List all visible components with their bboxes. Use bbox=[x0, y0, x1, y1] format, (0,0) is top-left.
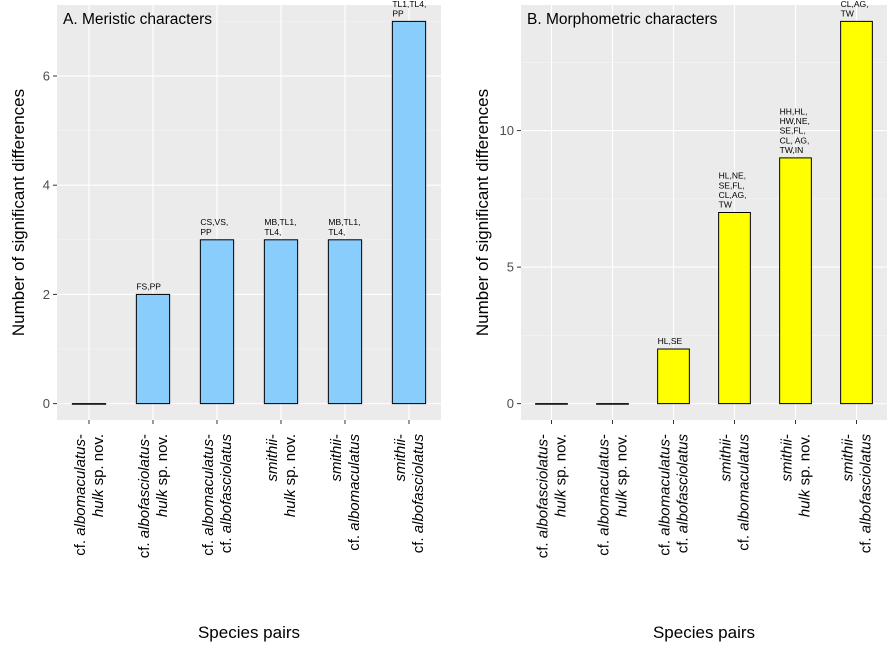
bar bbox=[327, 239, 363, 405]
bar-label: CL, AG, bbox=[780, 135, 810, 145]
category-label: cf. albofasciolatus-hulk sp. nov. bbox=[535, 434, 570, 558]
panel-title: B. Morphometric characters bbox=[527, 11, 718, 28]
y-tick-label: 0 bbox=[507, 396, 514, 411]
bar-label: TL1,TL4, bbox=[392, 0, 426, 9]
bar-label: PP bbox=[200, 227, 212, 237]
bar bbox=[596, 403, 629, 405]
category-label: cf. albomaculatus-hulk sp. nov. bbox=[596, 434, 631, 556]
bar bbox=[718, 212, 751, 405]
bar-label: CL,AG, bbox=[841, 0, 869, 9]
bar-label: FS,PP bbox=[136, 281, 161, 291]
bar bbox=[779, 157, 812, 405]
bar bbox=[535, 403, 568, 405]
bar-label: TL4, bbox=[328, 227, 345, 237]
category-label: smithii-cf. albomaculatus bbox=[718, 434, 753, 551]
bar-label: PP bbox=[392, 8, 404, 18]
bar-label: HL,SE bbox=[658, 336, 683, 346]
x-axis-title: Species pairs bbox=[653, 623, 755, 642]
plot-background bbox=[521, 5, 887, 420]
bar bbox=[391, 20, 427, 405]
bar-label: TW bbox=[719, 200, 732, 210]
category-label: cf. albofasciolatus-hulk sp. nov. bbox=[136, 434, 171, 558]
y-tick-label: 6 bbox=[43, 68, 50, 83]
bar-label: CL,AG, bbox=[719, 190, 747, 200]
panel-title: A. Meristic characters bbox=[63, 11, 212, 28]
bar bbox=[657, 348, 690, 405]
category-label: cf. albomaculatus-cf. albofasciolatus bbox=[200, 434, 235, 556]
bar-label: MB,TL1, bbox=[264, 217, 296, 227]
category-label: smithii-cf. albofasciolatus bbox=[392, 434, 427, 554]
y-axis-title: Number of significant differences bbox=[9, 89, 28, 336]
y-tick-label: 2 bbox=[43, 287, 50, 302]
bar-label: HH,HL, bbox=[780, 106, 808, 116]
bar-label: SE,FL, bbox=[719, 180, 745, 190]
category-label: smithii-hulk sp. nov. bbox=[779, 434, 814, 517]
bar bbox=[840, 20, 873, 405]
category-label: cf. albomaculatus-hulk sp. nov. bbox=[72, 434, 107, 556]
category-label: cf. albomaculatus-cf. albofasciolatus bbox=[657, 434, 692, 556]
bar-label: TW,IN bbox=[780, 145, 804, 155]
panel-morphometric: 0 5 10 cf. albofasciolatus-hulk sp. nov. cf.… bbox=[473, 0, 887, 642]
y-tick-label: 5 bbox=[507, 260, 514, 275]
category-label: smithii-hulk sp. nov. bbox=[264, 434, 299, 517]
bar-label: CS,VS, bbox=[200, 217, 228, 227]
bar-label: SE,FL, bbox=[780, 126, 806, 136]
category-label: smithii-cf. albofasciolatus bbox=[840, 434, 875, 554]
bar bbox=[71, 403, 107, 405]
bar-label: TL4, bbox=[264, 227, 281, 237]
x-axis-title: Species pairs bbox=[198, 623, 300, 642]
bar bbox=[263, 239, 299, 405]
y-axis-title: Number of significant differences bbox=[473, 89, 492, 336]
category-label: smithii-cf. albomaculatus bbox=[328, 434, 363, 551]
bar bbox=[199, 239, 235, 405]
bar-label: MB,TL1, bbox=[328, 217, 360, 227]
y-tick-label: 0 bbox=[43, 396, 50, 411]
bar-label: HW,NE, bbox=[780, 116, 810, 126]
plot-background bbox=[57, 5, 441, 420]
bar bbox=[135, 293, 171, 405]
bar-label: HL,NE, bbox=[719, 171, 746, 181]
bar-label: TW bbox=[841, 8, 854, 18]
y-tick-label: 10 bbox=[500, 123, 514, 138]
y-tick-label: 4 bbox=[43, 178, 50, 193]
panel-meristic: 0 2 4 6 cf. albomaculatus-hulk sp. nov. FS,PP… bbox=[9, 0, 441, 642]
